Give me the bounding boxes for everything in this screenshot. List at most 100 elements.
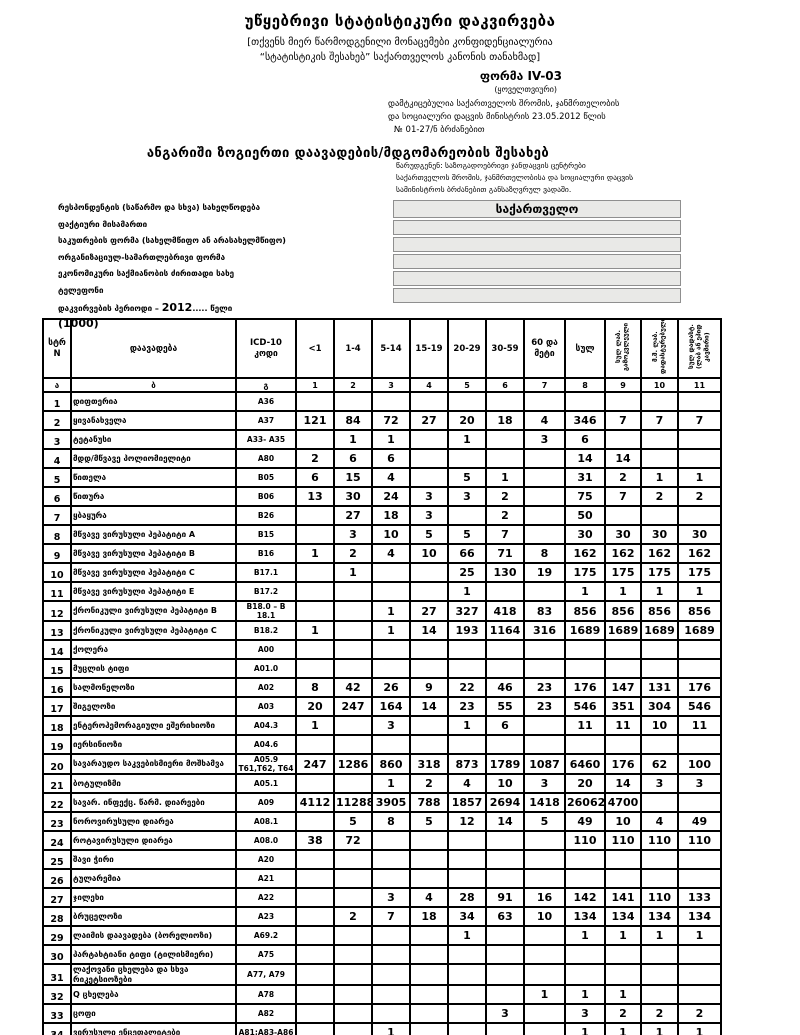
icd-code-cell: A08.1 xyxy=(235,811,297,833)
icd-code-cell: B15 xyxy=(235,524,297,546)
value-cell xyxy=(604,849,642,871)
value-cell: 5 xyxy=(447,524,487,546)
value-cell: 2694 xyxy=(485,792,525,814)
value-cell xyxy=(447,963,487,987)
value-cell: 130 xyxy=(485,562,525,584)
value-cell: 2 xyxy=(677,486,722,508)
value-cell xyxy=(523,925,566,947)
region-title-field[interactable]: საქართველო xyxy=(393,200,681,218)
row-number-cell: 2 xyxy=(42,410,72,432)
icd-code-cell: A33- A35 xyxy=(235,429,297,451)
region-input-row[interactable] xyxy=(393,237,681,252)
value-cell xyxy=(333,734,373,756)
value-cell: 30 xyxy=(564,524,606,546)
value-cell xyxy=(564,849,606,871)
region-input-row[interactable] xyxy=(393,254,681,269)
value-cell: 66 xyxy=(447,543,487,565)
value-cell xyxy=(640,658,679,680)
submission-note-line-2: საქართველოს შრომის, ჯანმრთელობისა და სოც… xyxy=(396,172,634,182)
value-cell xyxy=(677,792,722,814)
value-cell xyxy=(677,944,722,966)
value-cell xyxy=(409,849,449,871)
value-cell: 1 xyxy=(564,925,606,947)
value-cell: 2 xyxy=(604,467,642,489)
value-cell xyxy=(295,1003,335,1025)
value-cell: 856 xyxy=(640,600,679,623)
icd-code-cell: A08.0 xyxy=(235,830,297,852)
value-cell: 4700 xyxy=(604,792,642,814)
row-number-cell: 7 xyxy=(42,505,72,527)
value-cell xyxy=(485,734,525,756)
icd-code-cell: A09 xyxy=(235,792,297,814)
confidentiality-note: [თქვენს მიერ წარმოდგენილი მონაცემები კონ… xyxy=(140,36,660,65)
value-cell xyxy=(604,944,642,966)
value-cell xyxy=(371,925,411,947)
value-cell: 1 xyxy=(371,600,411,623)
value-cell: 10 xyxy=(485,773,525,795)
observation-period-year[interactable]: 2012 xyxy=(161,301,193,314)
value-cell: 6 xyxy=(371,448,411,470)
value-cell: 3 xyxy=(371,715,411,737)
disease-name-cell: იერსინიოზი xyxy=(70,734,237,756)
region-input-row[interactable] xyxy=(393,271,681,286)
value-cell xyxy=(447,944,487,966)
value-cell xyxy=(333,1003,373,1025)
value-cell xyxy=(409,1022,449,1035)
value-cell: 10 xyxy=(640,715,679,737)
value-cell xyxy=(604,963,642,987)
value-cell: 133 xyxy=(677,887,722,909)
value-cell xyxy=(409,562,449,584)
table-row: 26 ტულარემია A21 xyxy=(42,868,722,890)
value-cell xyxy=(371,984,411,1006)
value-cell xyxy=(523,1022,566,1035)
value-cell: 162 xyxy=(564,543,606,565)
value-cell: 164 xyxy=(371,696,411,718)
value-cell: 6 xyxy=(564,429,606,451)
value-cell xyxy=(677,391,722,413)
value-cell: 13 xyxy=(295,486,335,508)
value-cell: 5 xyxy=(409,811,449,833)
observation-period-label: დაკვირვების პერიოდი – xyxy=(58,304,162,313)
col-header-rotated-label: სულ ლაბ. გამოკვლეული xyxy=(614,322,630,372)
value-cell xyxy=(333,944,373,966)
icd-code-cell: A82 xyxy=(235,1003,297,1025)
col-header-7: 15-19 xyxy=(409,317,449,380)
value-cell xyxy=(640,984,679,1006)
region-input-row[interactable] xyxy=(393,288,681,303)
value-cell xyxy=(447,391,487,413)
value-cell: 11 xyxy=(604,715,642,737)
icd-code-cell: A23 xyxy=(235,906,297,928)
value-cell: 1 xyxy=(447,581,487,603)
col-index-cell: 9 xyxy=(604,377,642,394)
value-cell xyxy=(447,658,487,680)
value-cell: 1 xyxy=(677,467,722,489)
value-cell xyxy=(295,562,335,584)
value-cell xyxy=(333,963,373,987)
value-cell: 1 xyxy=(447,715,487,737)
value-cell xyxy=(371,734,411,756)
value-cell: 8 xyxy=(523,543,566,565)
respondent-field: ეკონომიკური საქმიანობის ძირითადი სახე xyxy=(58,269,235,278)
disease-name-cell: როტავირუსული დიარეა xyxy=(70,830,237,852)
value-cell xyxy=(295,887,335,909)
value-cell: 18 xyxy=(409,906,449,928)
disease-name-cell: მდდ/მწვავე პოლიომიელიტი xyxy=(70,448,237,470)
value-cell: 9 xyxy=(409,677,449,699)
value-cell xyxy=(295,811,335,833)
value-cell: 2 xyxy=(333,543,373,565)
disease-name-cell: ტეტანუსი xyxy=(70,429,237,451)
icd-code-cell: A37 xyxy=(235,410,297,432)
approval-line-2: და სოციალური დაცვის მინისტრის 23.05.2012… xyxy=(388,112,606,123)
value-cell: 1857 xyxy=(447,792,487,814)
table-row: 28 ბრუცელოზი A23 2 7 18 34 63 10 134 134 134 134 xyxy=(42,906,722,928)
value-cell: 25 xyxy=(447,562,487,584)
disease-name-cell: ვირუსული ენცეფალიტები xyxy=(70,1022,237,1035)
value-cell: 1286 xyxy=(333,753,373,776)
region-input-row[interactable] xyxy=(393,220,681,235)
table-row: 16 სალმონელოზი A02 8 42 26 9 22 46 23 176 147 131 176 xyxy=(42,677,722,699)
icd-code-cell: A03 xyxy=(235,696,297,718)
value-cell: 55 xyxy=(485,696,525,718)
approval-note: დამტკიცებულია საქართველოს შრომის, ჯანმრთ… xyxy=(388,98,680,138)
